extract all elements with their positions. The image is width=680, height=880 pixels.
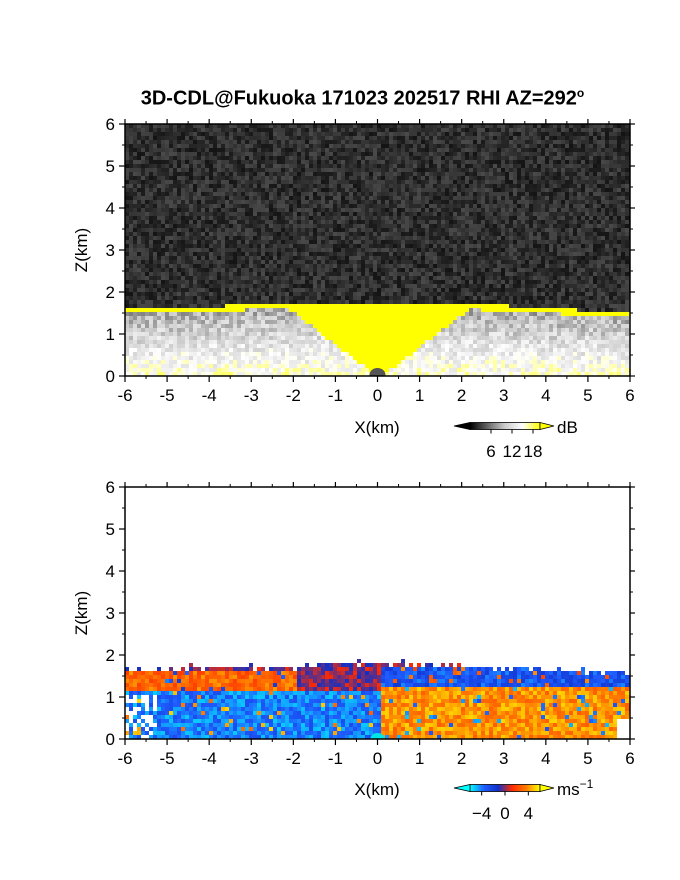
y-tick-label: 4 [106,562,115,581]
y-tick-label: 5 [106,157,115,176]
colorbar-tick-label: 4 [524,804,533,823]
x-tick-label: 4 [541,749,550,768]
x-tick-label: 5 [583,749,592,768]
y-tick-label: 5 [106,520,115,539]
x-tick-label: -5 [160,386,175,405]
chart-title: 3D-CDL@Fukuoka 171023 202517 RHI AZ=292o [140,86,585,110]
y-tick-label: 2 [106,283,115,302]
x-tick-label: -1 [328,386,343,405]
x-tick-label: -4 [202,386,217,405]
y-tick-label: 2 [106,646,115,665]
colorbar-tick-label: 0 [500,804,509,823]
colorbar-unit: dB [557,418,578,437]
x-tick-label: -5 [160,749,175,768]
colorbar-low-arrow [453,422,471,430]
y-tick-label: 4 [106,199,115,218]
x-tick-label: 1 [415,749,424,768]
colorbar-tick-label: −4 [472,804,491,823]
x-tick-label: 0 [373,749,382,768]
x-tick-label: -2 [286,386,301,405]
x-tick-label: 6 [625,749,634,768]
colorbar-tick-label: 6 [486,442,495,461]
x-tick-label: 5 [583,386,592,405]
y-tick-label: 6 [106,478,115,497]
x-tick-label: 2 [457,749,466,768]
x-tick-label: -2 [286,749,301,768]
x-tick-label: -4 [202,749,217,768]
colorbar-high-arrow [539,783,555,793]
y-axis-label: Z(km) [72,591,91,635]
x-tick-label: -3 [244,386,259,405]
y-tick-label: 0 [106,730,115,749]
x-tick-label: 3 [499,749,508,768]
y-tick-label: 6 [106,115,115,134]
x-tick-label: 6 [625,386,634,405]
backscatter-field [125,124,630,376]
x-tick-label: 1 [415,386,424,405]
colorbar-tick-label: 18 [524,442,543,461]
x-tick-label: -3 [244,749,259,768]
x-tick-label: -1 [328,749,343,768]
x-tick-label: -6 [117,749,132,768]
x-axis-label: X(km) [354,780,399,799]
title-degree-superscript: o [576,86,585,100]
colorbar [469,784,541,792]
x-tick-label: 4 [541,386,550,405]
colorbar [469,422,541,430]
colorbar-tick-label: 12 [503,442,522,461]
x-tick-label: 0 [373,386,382,405]
x-axis-label: X(km) [354,418,399,437]
colorbar-unit: ms−1 [557,777,594,799]
y-tick-label: 3 [106,604,115,623]
y-axis-label: Z(km) [72,228,91,272]
colorbar-high-arrow [539,421,555,431]
velocity-field [125,659,630,739]
x-tick-label: 2 [457,386,466,405]
y-tick-label: 3 [106,241,115,260]
y-tick-label: 0 [106,367,115,386]
x-tick-label: 3 [499,386,508,405]
x-tick-label: -6 [117,386,132,405]
radar-site-marker [370,733,385,739]
y-tick-label: 1 [106,688,115,707]
y-tick-label: 1 [106,325,115,344]
radar-site-marker [369,368,386,376]
colorbar-unit-superscript: −1 [580,777,594,791]
colorbar-low-arrow [453,784,471,792]
